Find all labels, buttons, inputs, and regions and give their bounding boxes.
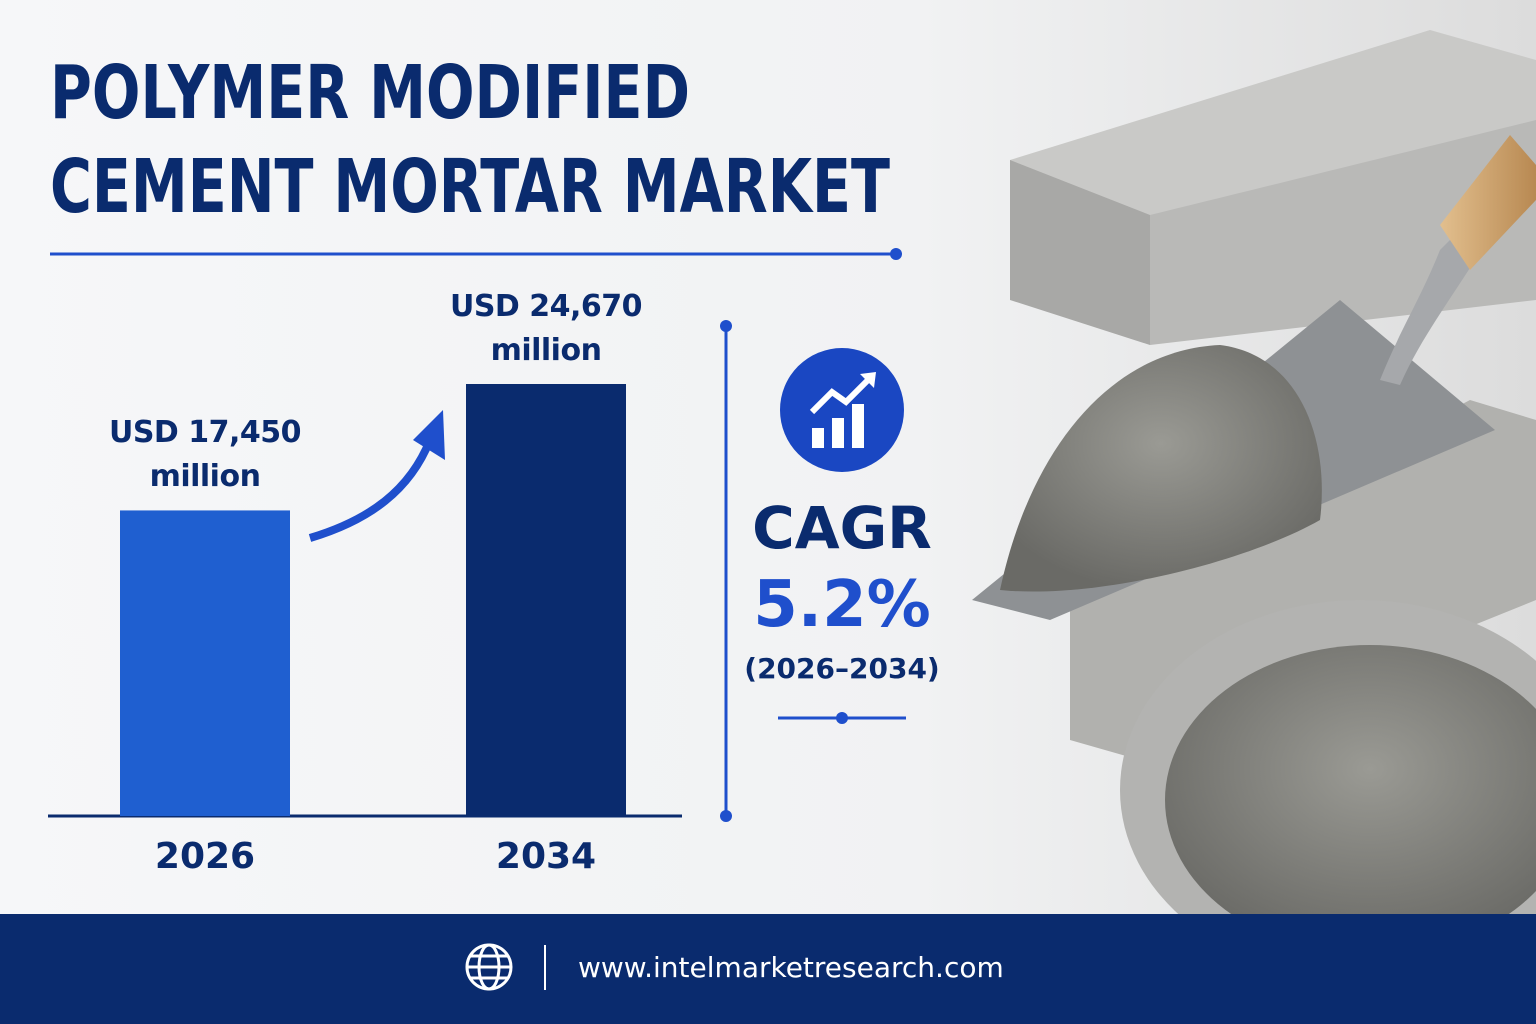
x-tick-label: 2026 — [155, 836, 255, 877]
growth-arrow — [308, 438, 434, 542]
bar — [466, 384, 626, 816]
x-tick-label: 2034 — [496, 836, 596, 877]
rule-dot — [836, 712, 848, 724]
cagr-label: CAGR — [752, 494, 932, 562]
footer-url: www.intelmarketresearch.com — [578, 951, 1004, 984]
mortar-photo — [972, 30, 1536, 980]
rule-dot — [890, 248, 902, 260]
growth-icon — [780, 348, 904, 472]
value-label: USD 17,450 million — [108, 415, 302, 494]
globe-icon — [465, 943, 513, 991]
arrow-head — [413, 410, 445, 460]
divider-dot — [720, 320, 732, 332]
value-label: USD 24,670 million — [449, 289, 643, 368]
title-line: POLYMER MODIFIED — [50, 50, 690, 136]
bar — [120, 510, 290, 816]
divider-dot — [720, 810, 732, 822]
footer-bar — [0, 914, 1536, 1024]
cagr-period: (2026–2034) — [744, 652, 939, 685]
title-line: CEMENT MORTAR MARKET — [50, 144, 890, 230]
cagr-value: 5.2% — [753, 568, 931, 642]
